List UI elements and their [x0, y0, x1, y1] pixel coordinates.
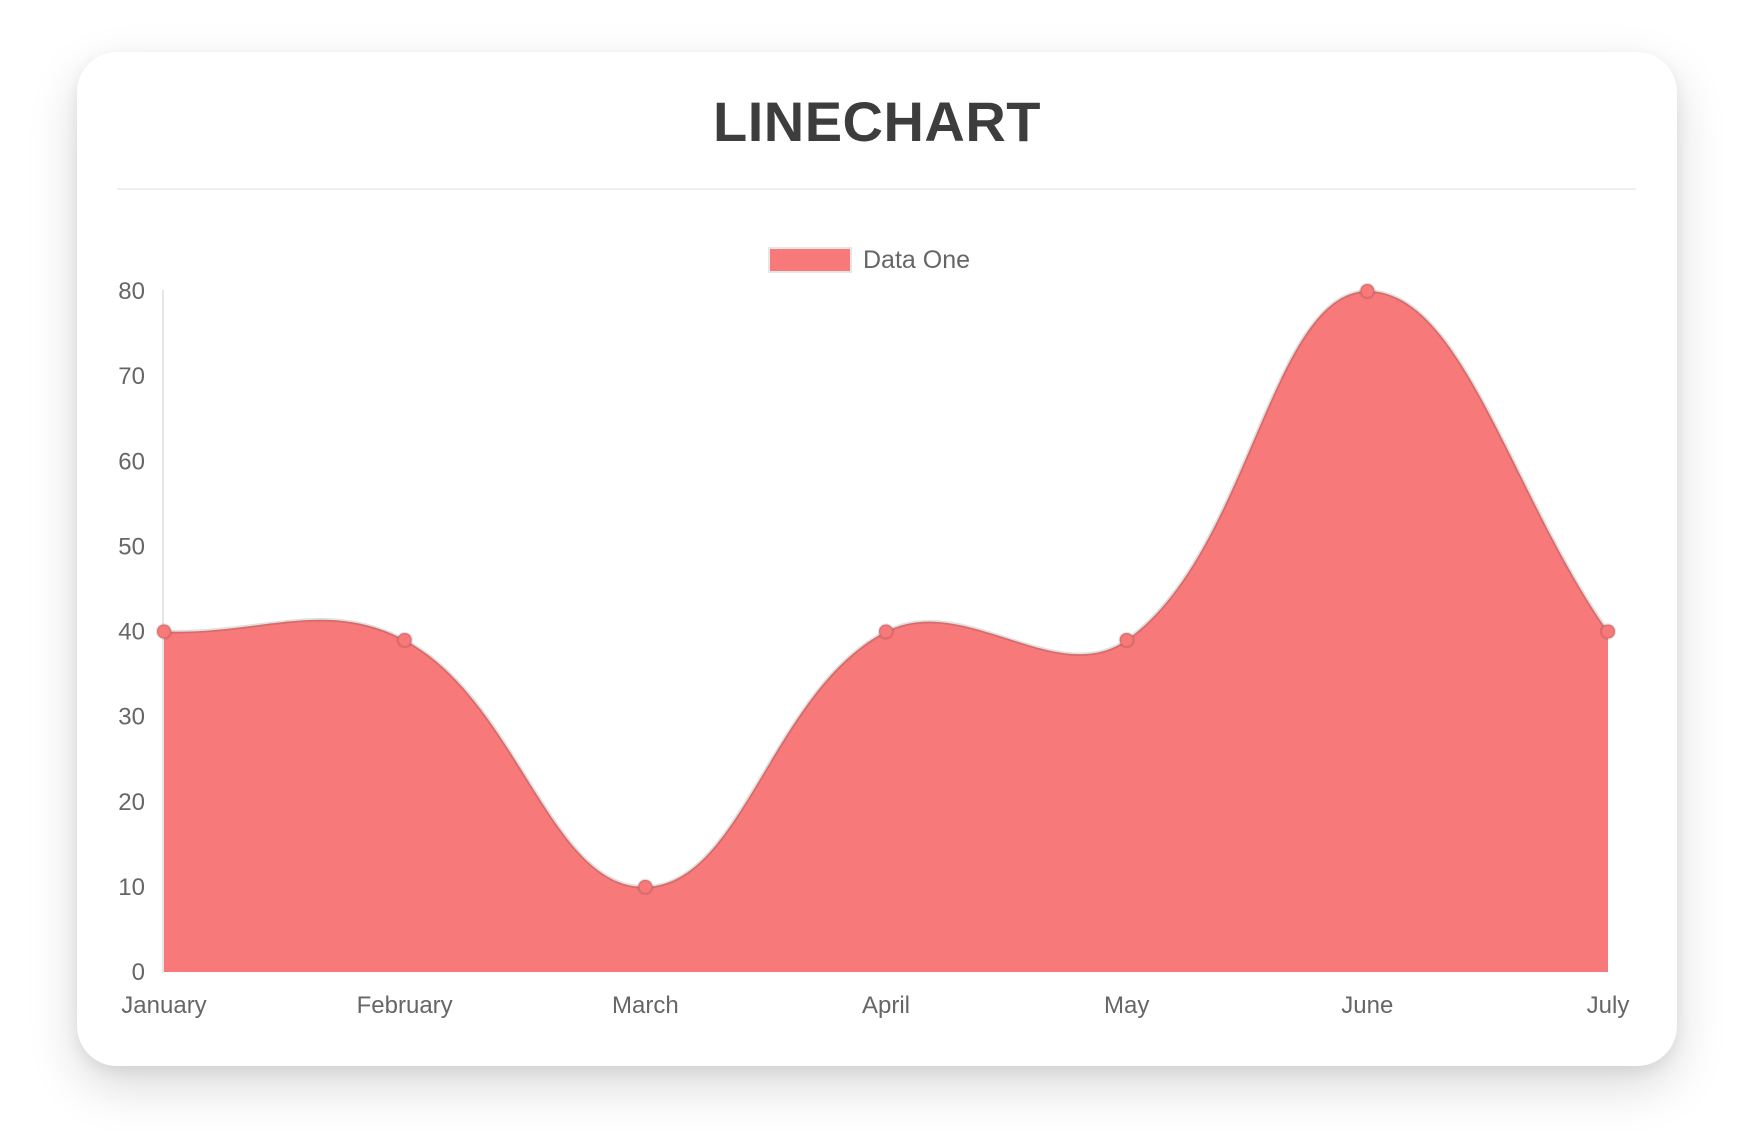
x-tick-label: March	[612, 992, 679, 1019]
title-divider	[117, 188, 1636, 190]
data-point-june[interactable]	[1359, 282, 1376, 300]
y-tick-label: 50	[118, 533, 145, 560]
y-tick-label: 70	[118, 363, 145, 390]
line-chart-canvas[interactable]: 0 10 20 30 40 50 60 70 80 January February March Apr…	[77, 52, 1677, 1066]
y-tick-label: 80	[118, 278, 145, 305]
data-point-april[interactable]	[877, 623, 895, 640]
y-tick-label: 10	[118, 874, 145, 901]
data-point-march[interactable]	[637, 878, 654, 896]
y-tick-label: 30	[118, 704, 145, 731]
chart-title: LINECHART	[712, 90, 1042, 153]
y-tick-label: 60	[118, 448, 145, 475]
data-point-may[interactable]	[1118, 631, 1135, 649]
x-tick-label: January	[121, 992, 206, 1019]
x-tick-label: June	[1341, 992, 1393, 1019]
y-tick-label: 20	[118, 789, 145, 816]
legend-label: Data One	[863, 246, 971, 274]
x-tick-label: July	[1587, 992, 1630, 1019]
line-stroke	[162, 289, 1610, 889]
y-tick-label: 0	[132, 959, 145, 986]
y-tick-label: 40	[118, 619, 145, 646]
data-point-february[interactable]	[396, 631, 413, 649]
x-tick-label: May	[1104, 992, 1149, 1019]
data-point-january[interactable]	[155, 623, 173, 640]
x-tick-label: April	[862, 992, 910, 1019]
legend-item-data-one[interactable]: Data One	[768, 247, 970, 273]
legend-swatch	[768, 247, 852, 273]
x-tick-label: February	[357, 992, 453, 1019]
data-point-july[interactable]	[1599, 623, 1617, 640]
chart-card: LINECHART Data One 0 10 20 30 40 50 60 70 80 Janu…	[77, 52, 1677, 1066]
